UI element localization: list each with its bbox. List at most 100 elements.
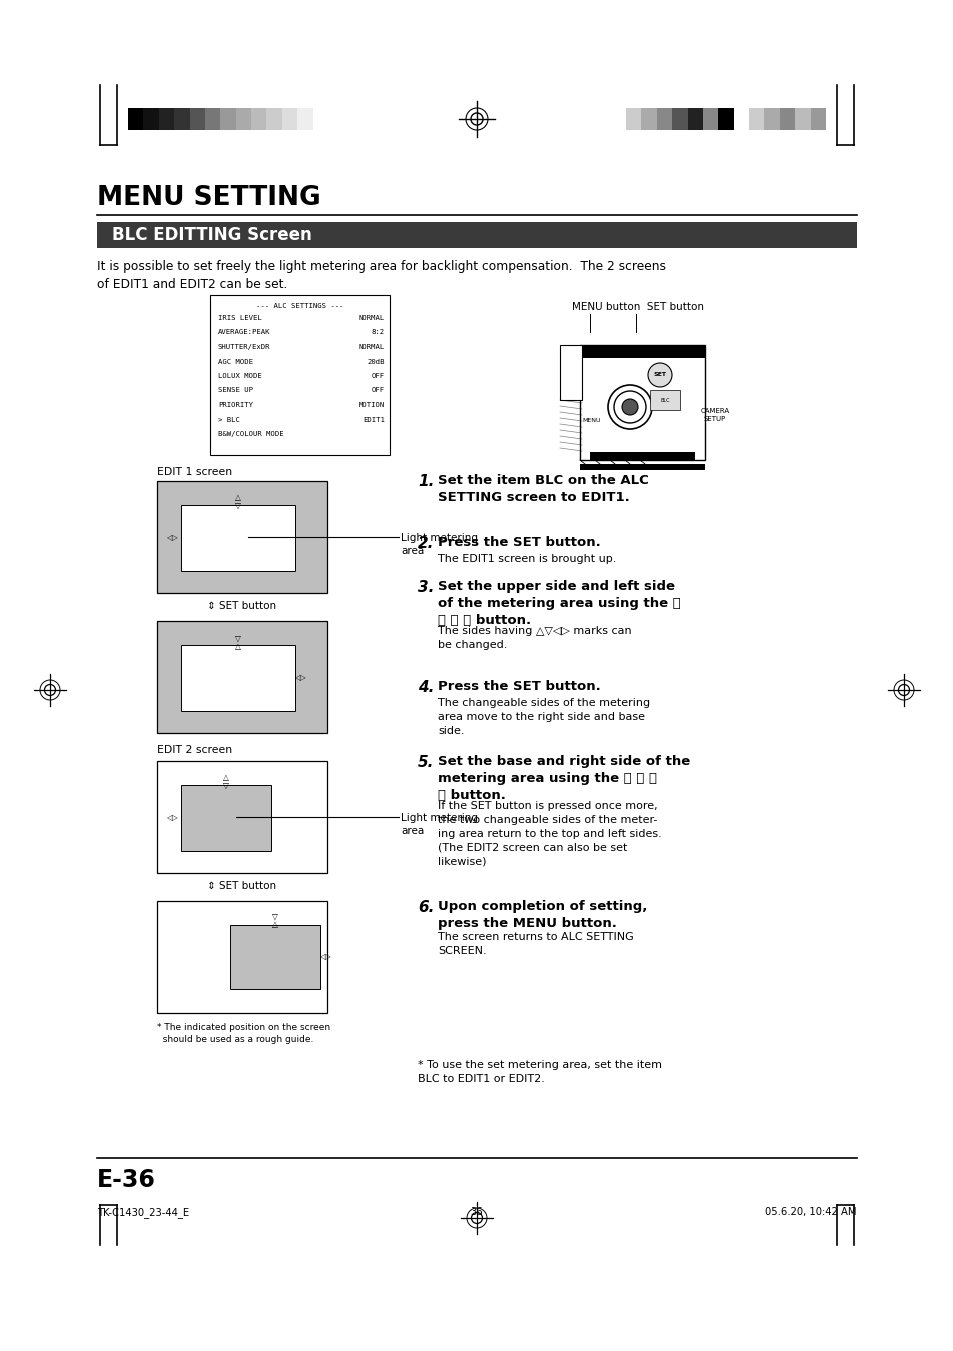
Text: 1.: 1.: [417, 474, 434, 489]
Bar: [672, 108, 687, 130]
Text: ◁▷: ◁▷: [320, 952, 332, 962]
Bar: [579, 345, 704, 459]
Bar: [97, 222, 856, 249]
Text: EDIT 2 screen: EDIT 2 screen: [157, 744, 232, 755]
Text: Set the upper side and left side
of the metering area using the Ⓐ
Ⓑ Ⓒ Ⓓ button.: Set the upper side and left side of the …: [437, 580, 680, 627]
Text: IRIS LEVEL: IRIS LEVEL: [218, 315, 261, 322]
Bar: [157, 621, 327, 734]
Bar: [128, 108, 143, 130]
Text: 4.: 4.: [417, 680, 434, 694]
Text: ⇕ SET button: ⇕ SET button: [207, 601, 276, 611]
Text: B&W/COLOUR MODE: B&W/COLOUR MODE: [218, 431, 283, 436]
Bar: [640, 108, 656, 130]
Text: 8:2: 8:2: [372, 330, 385, 335]
Bar: [181, 644, 294, 711]
Text: MENU SETTING: MENU SETTING: [97, 185, 320, 211]
Text: Upon completion of setting,
press the MENU button.: Upon completion of setting, press the ME…: [437, 900, 647, 929]
Text: The screen returns to ALC SETTING
SCREEN.: The screen returns to ALC SETTING SCREEN…: [437, 932, 633, 957]
Text: 6.: 6.: [417, 900, 434, 915]
Text: 5.: 5.: [417, 755, 434, 770]
Bar: [281, 108, 297, 130]
Text: AGC MODE: AGC MODE: [218, 358, 253, 365]
Text: ◁▷: ◁▷: [294, 674, 307, 682]
Bar: [795, 108, 810, 130]
Text: OFF: OFF: [372, 388, 385, 393]
Text: MENU: MENU: [582, 417, 600, 423]
Text: 36: 36: [470, 1206, 483, 1217]
Text: The sides having △▽◁▷ marks can
be changed.: The sides having △▽◁▷ marks can be chang…: [437, 626, 631, 650]
Bar: [733, 108, 748, 130]
Bar: [157, 761, 327, 873]
Text: Set the base and right side of the
metering area using the Ⓐ Ⓑ Ⓒ
Ⓓ button.: Set the base and right side of the meter…: [437, 755, 690, 802]
Text: BLC EDITTING Screen: BLC EDITTING Screen: [112, 226, 312, 245]
Text: SENSE UP: SENSE UP: [218, 388, 253, 393]
Bar: [235, 108, 251, 130]
Text: EDIT 1 screen: EDIT 1 screen: [157, 467, 232, 477]
Text: The changeable sides of the metering
area move to the right side and base
side.: The changeable sides of the metering are…: [437, 698, 649, 736]
Text: △: △: [223, 773, 229, 782]
Text: NORMAL: NORMAL: [358, 315, 385, 322]
Bar: [656, 108, 672, 130]
Bar: [157, 901, 327, 1013]
Text: The EDIT1 screen is brought up.: The EDIT1 screen is brought up.: [437, 554, 616, 563]
Text: ▽: ▽: [234, 634, 241, 643]
Bar: [190, 108, 205, 130]
Text: ⇕ SET button: ⇕ SET button: [207, 881, 276, 892]
Text: E-36: E-36: [97, 1169, 155, 1192]
Text: > BLC: > BLC: [218, 416, 239, 423]
Text: Light metering
area: Light metering area: [400, 534, 477, 557]
Text: CAMERA
SETUP: CAMERA SETUP: [700, 408, 729, 422]
Circle shape: [647, 363, 671, 386]
Text: Press the SET button.: Press the SET button.: [437, 536, 600, 549]
Bar: [718, 108, 733, 130]
Bar: [702, 108, 718, 130]
Text: 3.: 3.: [417, 580, 434, 594]
Text: EDIT1: EDIT1: [363, 416, 385, 423]
Bar: [266, 108, 281, 130]
Text: ◁▷: ◁▷: [167, 813, 178, 823]
Text: * To use the set metering area, set the item
BLC to EDIT1 or EDIT2.: * To use the set metering area, set the …: [417, 1061, 661, 1084]
Text: It is possible to set freely the light metering area for backlight compensation.: It is possible to set freely the light m…: [97, 259, 665, 290]
Text: BLC: BLC: [659, 397, 669, 403]
Text: --- ALC SETTINGS ---: --- ALC SETTINGS ---: [256, 303, 343, 309]
Bar: [589, 453, 695, 459]
Text: * The indicated position on the screen
  should be used as a rough guide.: * The indicated position on the screen s…: [157, 1023, 330, 1044]
Bar: [181, 785, 271, 851]
Text: 2.: 2.: [417, 536, 434, 551]
Bar: [625, 108, 640, 130]
Bar: [579, 345, 704, 358]
Text: MOTION: MOTION: [358, 403, 385, 408]
Text: LOLUX MODE: LOLUX MODE: [218, 373, 261, 380]
Bar: [158, 108, 174, 130]
Text: ▽: ▽: [223, 781, 229, 790]
Bar: [779, 108, 795, 130]
Text: OFF: OFF: [372, 373, 385, 380]
Bar: [174, 108, 190, 130]
Bar: [810, 108, 825, 130]
Text: Press the SET button.: Press the SET button.: [437, 680, 600, 693]
Text: TK-C1430_23-44_E: TK-C1430_23-44_E: [97, 1206, 189, 1217]
Text: SHUTTER/ExDR: SHUTTER/ExDR: [218, 345, 271, 350]
Text: 05.6.20, 10:42 AM: 05.6.20, 10:42 AM: [764, 1206, 856, 1217]
Bar: [205, 108, 220, 130]
Text: If the SET button is pressed once more,
the two changeable sides of the meter-
i: If the SET button is pressed once more, …: [437, 801, 661, 867]
Text: AVERAGE:PEAK: AVERAGE:PEAK: [218, 330, 271, 335]
Text: SET: SET: [653, 373, 666, 377]
Circle shape: [621, 399, 638, 415]
Text: Light metering
area: Light metering area: [400, 813, 477, 836]
Text: NORMAL: NORMAL: [358, 345, 385, 350]
Text: Set the item BLC on the ALC
SETTING screen to EDIT1.: Set the item BLC on the ALC SETTING scre…: [437, 474, 648, 504]
Text: △: △: [234, 493, 241, 503]
Bar: [297, 108, 313, 130]
Text: △: △: [272, 920, 277, 929]
Bar: [220, 108, 235, 130]
Text: PRIORITY: PRIORITY: [218, 403, 253, 408]
Bar: [157, 481, 327, 593]
Bar: [143, 108, 158, 130]
Bar: [763, 108, 779, 130]
Text: ▽: ▽: [272, 912, 277, 921]
Bar: [687, 108, 702, 130]
Bar: [649, 390, 679, 409]
Text: 20dB: 20dB: [367, 358, 385, 365]
Bar: [313, 108, 328, 130]
